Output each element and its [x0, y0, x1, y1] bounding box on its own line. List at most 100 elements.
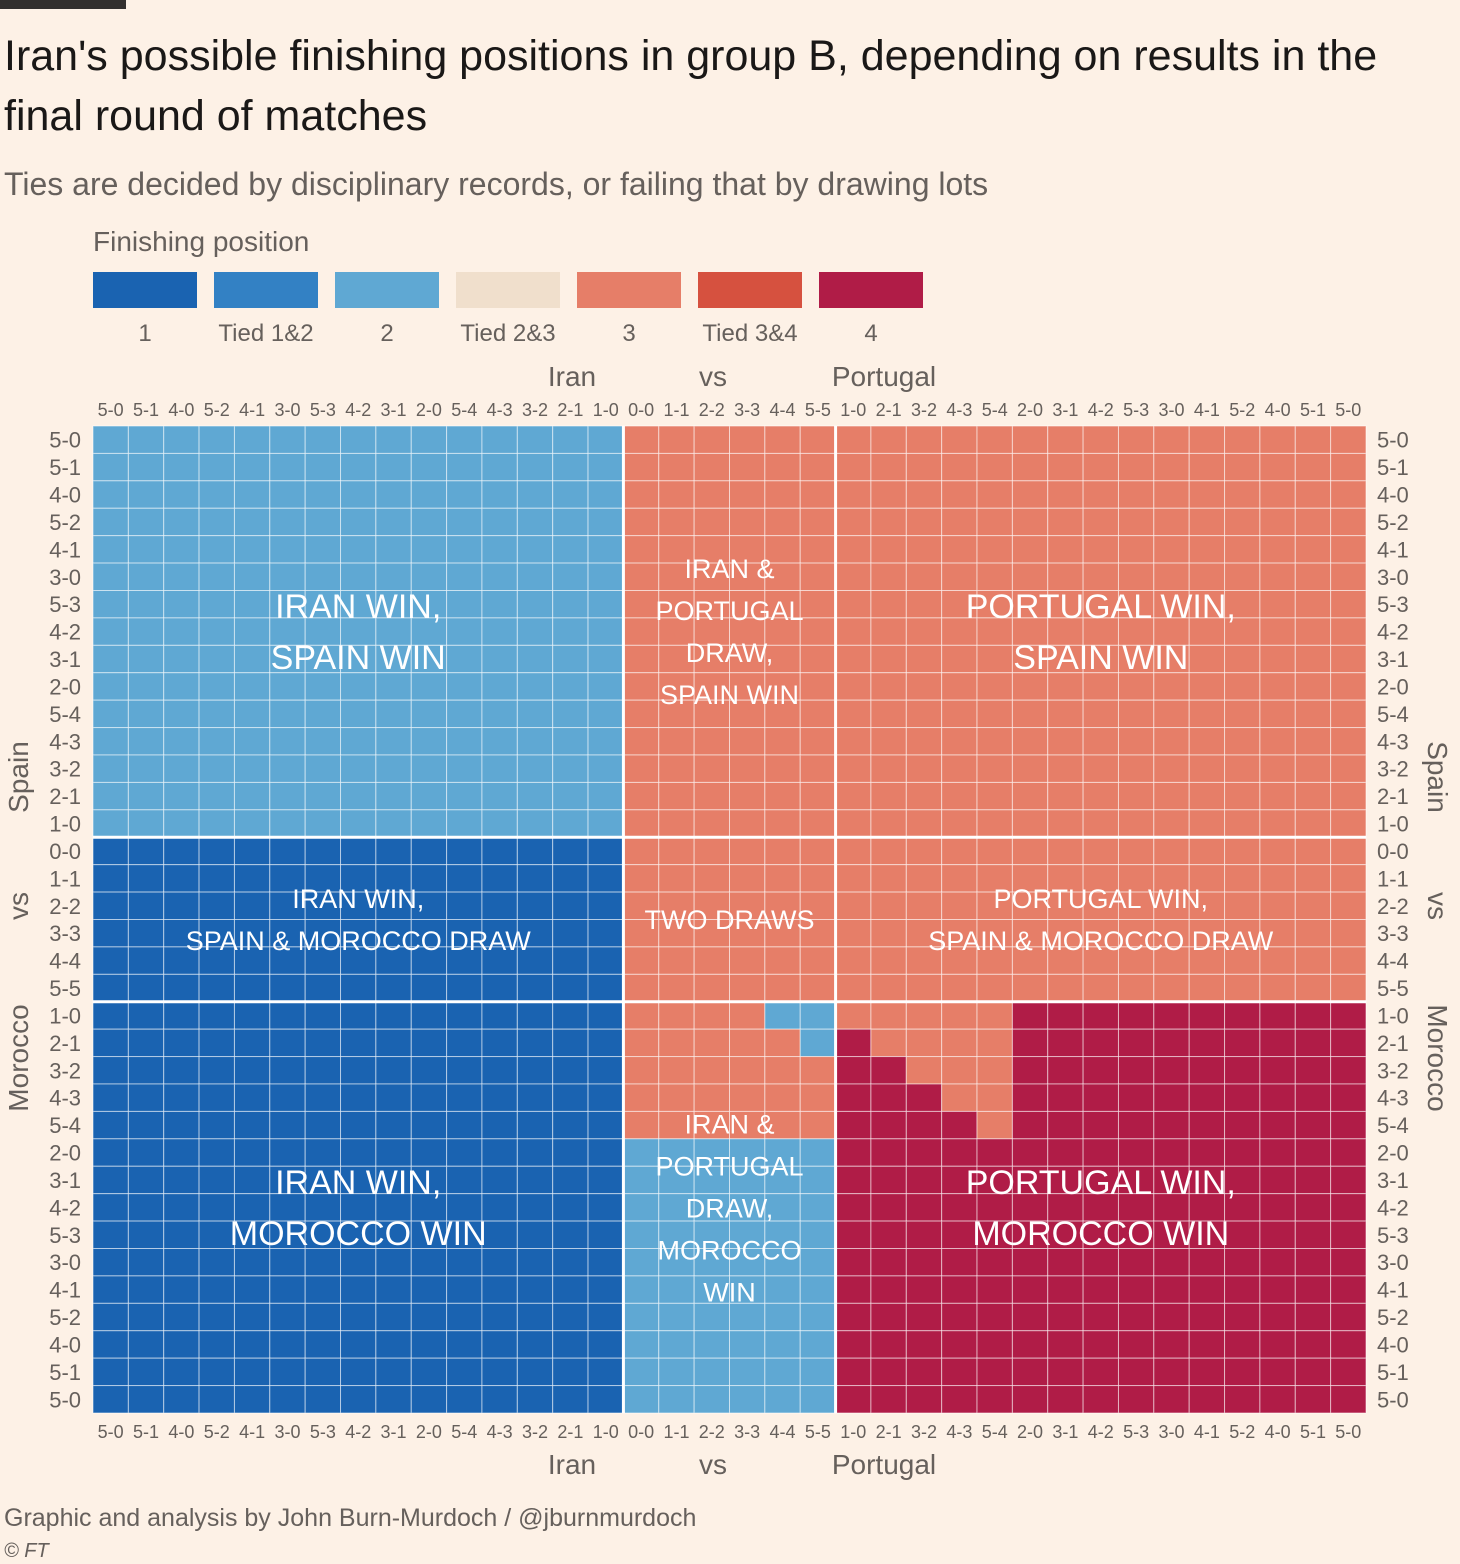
heatmap-cell: [658, 644, 695, 674]
x-tick-label-bottom: 4-0: [1265, 1422, 1291, 1442]
heatmap-cell: [516, 617, 554, 646]
heatmap-cell: [481, 480, 518, 509]
heatmap-cell: [516, 1138, 554, 1167]
y-tick-label-left: 5-5: [49, 976, 81, 1001]
heatmap-cell: [1224, 891, 1261, 921]
heatmap-cell: [835, 1220, 872, 1249]
heatmap-cell: [1224, 864, 1261, 893]
heatmap-cell: [799, 1110, 837, 1140]
heatmap-cell: [1330, 891, 1367, 921]
heatmap-cell: [799, 1385, 837, 1414]
heatmap-cell: [304, 562, 342, 592]
heatmap-cell: [1330, 1056, 1367, 1085]
heatmap-cell: [835, 864, 872, 893]
heatmap-cell: [92, 1330, 129, 1359]
heatmap-cell: [1011, 480, 1049, 509]
heatmap-cell: [1224, 1357, 1261, 1387]
heatmap-cell: [941, 425, 978, 454]
heatmap-cell: [375, 1330, 412, 1359]
heatmap-cell: [976, 1083, 1013, 1112]
heatmap-cell: [1117, 699, 1155, 729]
heatmap-cell: [127, 1193, 165, 1222]
heatmap-cell: [587, 1083, 624, 1112]
heatmap-cell: [587, 946, 624, 975]
heatmap-cell: [269, 1001, 306, 1030]
x-tick-label-bottom: 2-1: [557, 1422, 583, 1442]
y-tick-label-right: 5-2: [1377, 1305, 1409, 1330]
legend-item: 3: [577, 272, 681, 348]
heatmap-cell: [658, 535, 695, 564]
heatmap-cell: [587, 781, 624, 811]
heatmap-cell: [1330, 973, 1367, 1003]
heatmap-cell: [375, 590, 412, 619]
heatmap-cell: [410, 1275, 448, 1304]
heatmap-cell: [729, 507, 766, 537]
heatmap-cell: [658, 1083, 695, 1112]
y-tick-label-left: 3-2: [49, 757, 81, 782]
heatmap-cell: [1011, 562, 1049, 592]
heatmap-cell: [163, 562, 200, 592]
heatmap-cell: [446, 1138, 483, 1167]
heatmap-cell: [1259, 672, 1296, 701]
heatmap-cell: [163, 535, 200, 564]
heatmap-cell: [870, 452, 907, 482]
heatmap-cell: [198, 1220, 235, 1249]
heatmap-cell: [127, 1028, 165, 1058]
heatmap-cell: [1082, 1248, 1119, 1277]
heatmap-cell: [1330, 1083, 1367, 1112]
heatmap-cell: [729, 480, 766, 509]
heatmap-cell: [163, 1248, 200, 1277]
heatmap-cell: [729, 754, 766, 783]
heatmap-cell: [870, 1001, 907, 1030]
heatmap-cell: [1330, 535, 1367, 564]
heatmap-cell: [127, 836, 165, 866]
heatmap-cell: [1224, 809, 1261, 838]
heatmap-cell: [1082, 699, 1119, 729]
heatmap-cell: [835, 1193, 872, 1222]
heatmap-cell: [1294, 1275, 1332, 1304]
heatmap-cell: [198, 891, 235, 921]
heatmap-cell: [729, 836, 766, 866]
heatmap-cell: [905, 590, 943, 619]
source-text: © FT: [4, 1540, 49, 1562]
heatmap-cell: [198, 672, 235, 701]
heatmap-cell: [764, 1248, 801, 1277]
heatmap-cell: [410, 452, 448, 482]
heatmap-cell: [481, 507, 518, 537]
x-tick-label-bottom: 4-1: [239, 1422, 265, 1442]
heatmap-cell: [1224, 1110, 1261, 1140]
heatmap-cell: [835, 754, 872, 783]
heatmap-cell: [941, 1275, 978, 1304]
heatmap-cell: [1259, 1138, 1296, 1167]
heatmap-cell: [587, 836, 624, 866]
heatmap-cell: [446, 672, 483, 701]
heatmap-cell: [693, 1248, 731, 1277]
x-tick-label-bottom: 1-1: [663, 1422, 689, 1442]
heatmap-cell: [1259, 1385, 1296, 1414]
heatmap-cell: [1047, 1028, 1084, 1058]
x-tick-label-bottom: 3-1: [1052, 1422, 1078, 1442]
heatmap-cell: [516, 1028, 554, 1058]
x-tick-label-bottom: 4-2: [345, 1422, 371, 1442]
heatmap-cell: [1224, 1028, 1261, 1058]
heatmap-cell: [1294, 1028, 1332, 1058]
heatmap-cell: [905, 562, 943, 592]
heatmap-cell: [622, 535, 660, 564]
heatmap-cell: [92, 672, 129, 701]
heatmap-cell: [587, 507, 624, 537]
heatmap-cell: [764, 1385, 801, 1414]
x-tick-label-top: 1-0: [593, 400, 619, 420]
heatmap-cell: [1082, 1275, 1119, 1304]
heatmap-cell: [1011, 1385, 1049, 1414]
heatmap-cell: [799, 809, 837, 838]
heatmap-cell: [1188, 452, 1226, 482]
heatmap-cell: [976, 836, 1013, 866]
heatmap-cell: [1259, 1001, 1296, 1030]
heatmap-cell: [269, 1330, 306, 1359]
heatmap-cell: [976, 1302, 1013, 1332]
heatmap-cell: [552, 1056, 589, 1085]
heatmap-cell: [410, 535, 448, 564]
heatmap-cell: [446, 425, 483, 454]
heatmap-cell: [410, 480, 448, 509]
heatmap-cell: [905, 727, 943, 756]
